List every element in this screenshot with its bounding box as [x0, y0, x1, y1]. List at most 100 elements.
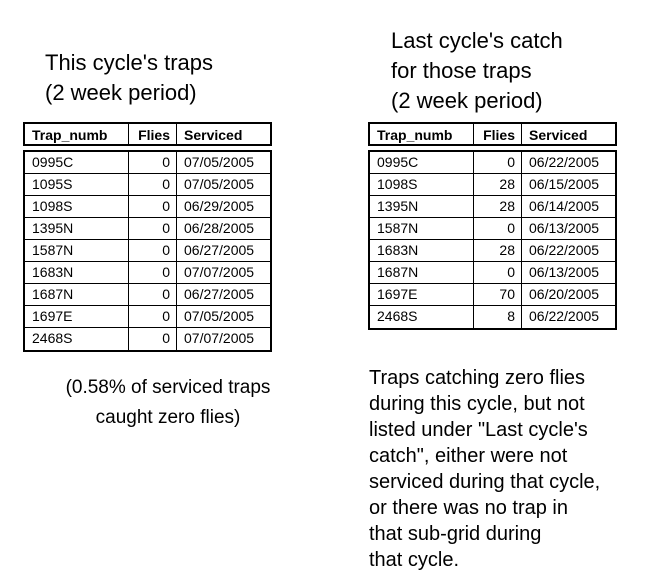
trap-number-cell: 0995C: [25, 152, 129, 173]
serviced-cell: 06/28/2005: [184, 220, 255, 236]
serviced-cell: 06/13/2005: [529, 264, 600, 280]
note-line-2: during this cycle, but not: [369, 393, 585, 415]
last-cycle-catch-table: Trap_numb Flies Serviced 0995C 0 06/22/2…: [368, 122, 617, 330]
right-title-line-2: for those traps: [391, 58, 532, 83]
right-title-line-1: Last cycle's catch: [391, 28, 563, 53]
zero-flies-percentage-caption: (0.58% of serviced traps caught zero fli…: [18, 373, 318, 433]
note-line-4: catch", either were not: [369, 445, 568, 467]
trap-number-cell: 1697E: [370, 284, 474, 305]
serviced-cell: 06/13/2005: [529, 220, 600, 236]
table-row: 1098S 0 06/29/2005: [25, 196, 270, 218]
right-table-title: Last cycle's catch for those traps (2 we…: [391, 26, 563, 116]
serviced-cell: 06/27/2005: [184, 242, 255, 258]
flies-cell: 0: [129, 174, 177, 195]
table-row: 1395N 28 06/14/2005: [370, 196, 615, 218]
serviced-cell: 07/07/2005: [184, 330, 255, 346]
serviced-cell: 06/22/2005: [529, 242, 600, 258]
table-row: 2468S 8 06/22/2005: [370, 306, 615, 328]
trap-number-cell: 1683N: [370, 240, 474, 261]
flies-cell: 28: [474, 240, 522, 261]
note-line-6: or there was no trap in: [369, 497, 568, 519]
table-row: 1683N 28 06/22/2005: [370, 240, 615, 262]
trap-number-cell: 1687N: [25, 284, 129, 305]
right-title-line-3: (2 week period): [391, 88, 543, 113]
trap-number-cell: 1683N: [25, 262, 129, 283]
serviced-cell: 06/29/2005: [184, 198, 255, 214]
column-header-flies: Flies: [129, 124, 177, 144]
caption-line-2: caught zero flies): [95, 407, 241, 428]
column-header-serviced: Serviced: [184, 127, 243, 143]
serviced-cell: 06/27/2005: [184, 286, 255, 302]
flies-cell: 0: [129, 240, 177, 261]
flies-cell: 28: [474, 196, 522, 217]
left-title-line-2: (2 week period): [45, 80, 197, 105]
table-row: 1098S 28 06/15/2005: [370, 174, 615, 196]
flies-cell: 0: [474, 262, 522, 283]
table-row: 1687N 0 06/13/2005: [370, 262, 615, 284]
table-row: 0995C 0 06/22/2005: [370, 152, 615, 174]
note-line-7: that sub-grid during: [369, 523, 542, 545]
this-cycle-traps-table: Trap_numb Flies Serviced 0995C 0 07/05/2…: [23, 122, 272, 352]
trap-number-cell: 1395N: [370, 196, 474, 217]
flies-cell: 0: [129, 306, 177, 327]
flies-cell: 0: [474, 152, 522, 173]
table-row: 0995C 0 07/05/2005: [25, 152, 270, 174]
trap-number-cell: 1687N: [370, 262, 474, 283]
serviced-cell: 07/05/2005: [184, 154, 255, 170]
table-row: 1587N 0 06/13/2005: [370, 218, 615, 240]
trap-number-cell: 2468S: [25, 328, 129, 350]
flies-cell: 70: [474, 284, 522, 305]
caption-line-1: (0.58% of serviced traps: [65, 377, 271, 398]
table-row: 2468S 0 07/07/2005: [25, 328, 270, 350]
table-row: 1697E 0 07/05/2005: [25, 306, 270, 328]
serviced-cell: 07/05/2005: [184, 308, 255, 324]
serviced-cell: 06/20/2005: [529, 286, 600, 302]
trap-number-cell: 1095S: [25, 174, 129, 195]
column-header-serviced: Serviced: [529, 127, 588, 143]
flies-cell: 28: [474, 174, 522, 195]
column-header-flies: Flies: [474, 124, 522, 144]
serviced-cell: 06/22/2005: [529, 308, 600, 324]
table-header-row: Trap_numb Flies Serviced: [23, 122, 272, 146]
table-row: 1687N 0 06/27/2005: [25, 284, 270, 306]
trap-number-cell: 1697E: [25, 306, 129, 327]
serviced-cell: 06/22/2005: [529, 154, 600, 170]
trap-number-cell: 1098S: [370, 174, 474, 195]
trap-number-cell: 1395N: [25, 218, 129, 239]
flies-cell: 0: [474, 218, 522, 239]
flies-cell: 0: [129, 328, 177, 350]
left-title-line-1: This cycle's traps: [45, 50, 214, 75]
table-row: 1683N 0 07/07/2005: [25, 262, 270, 284]
flies-cell: 0: [129, 152, 177, 173]
flies-cell: 0: [129, 262, 177, 283]
note-line-5: serviced during that cycle,: [369, 471, 601, 493]
table-row: 1395N 0 06/28/2005: [25, 218, 270, 240]
trap-number-cell: 1587N: [25, 240, 129, 261]
note-line-3: listed under "Last cycle's: [369, 419, 588, 441]
column-header-trap-numb: Trap_numb: [25, 124, 129, 144]
table-header-row: Trap_numb Flies Serviced: [368, 122, 617, 146]
flies-cell: 0: [129, 218, 177, 239]
column-header-trap-numb: Trap_numb: [370, 124, 474, 144]
table-row: 1697E 70 06/20/2005: [370, 284, 615, 306]
explanatory-note: Traps catching zero flies during this cy…: [369, 365, 659, 573]
left-table-title: This cycle's traps (2 week period): [45, 48, 213, 108]
serviced-cell: 06/15/2005: [529, 176, 600, 192]
note-line-1: Traps catching zero flies: [369, 367, 586, 389]
flies-cell: 0: [129, 284, 177, 305]
flies-cell: 0: [129, 196, 177, 217]
table-body: 0995C 0 06/22/2005 1098S 28 06/15/2005 1…: [368, 150, 617, 330]
trap-number-cell: 0995C: [370, 152, 474, 173]
serviced-cell: 06/14/2005: [529, 198, 600, 214]
note-line-8: that cycle.: [369, 549, 460, 571]
trap-number-cell: 1587N: [370, 218, 474, 239]
table-body: 0995C 0 07/05/2005 1095S 0 07/05/2005 10…: [23, 150, 272, 352]
trap-number-cell: 1098S: [25, 196, 129, 217]
serviced-cell: 07/05/2005: [184, 176, 255, 192]
table-row: 1587N 0 06/27/2005: [25, 240, 270, 262]
serviced-cell: 07/07/2005: [184, 264, 255, 280]
table-row: 1095S 0 07/05/2005: [25, 174, 270, 196]
flies-cell: 8: [474, 306, 522, 328]
trap-number-cell: 2468S: [370, 306, 474, 328]
